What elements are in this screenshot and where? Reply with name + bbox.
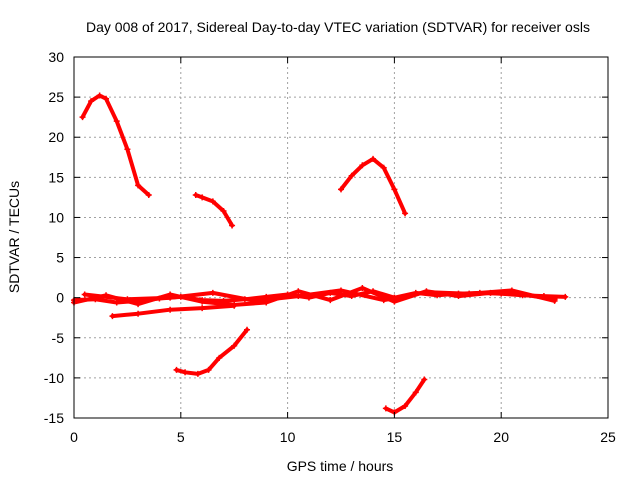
x-tick-label: 0 (70, 429, 78, 445)
data-point (205, 366, 212, 373)
y-tick-label: -5 (52, 330, 65, 346)
x-tick-label: 15 (387, 429, 403, 445)
data-point (231, 342, 238, 349)
x-tick-label: 10 (280, 429, 296, 445)
data-point (244, 326, 251, 333)
y-tick-label: 15 (48, 169, 64, 185)
data-point (135, 182, 142, 189)
y-tick-label: 10 (48, 209, 64, 225)
data-point (199, 298, 206, 305)
data-point (135, 301, 142, 308)
data-point (359, 162, 366, 169)
x-axis-label: GPS time / hours (287, 458, 394, 474)
data-point (194, 370, 201, 377)
data-point (338, 186, 344, 193)
y-tick-label: 25 (48, 89, 64, 105)
data-point (562, 293, 569, 300)
data-point (182, 369, 189, 376)
data-point (96, 92, 103, 99)
series-arc-3 (338, 155, 409, 217)
data-point (109, 313, 116, 320)
data-point (338, 287, 344, 294)
series-arc-4 (173, 326, 251, 377)
plot-frame (73, 56, 609, 419)
series-arc-2 (192, 191, 236, 229)
y-tick-label: -15 (44, 410, 64, 426)
y-tick-label: -10 (44, 370, 64, 386)
data-point (209, 198, 216, 205)
data-point (327, 297, 334, 304)
y-tick-label: 20 (48, 129, 64, 145)
axis-ticks: 0 5 10 15 20 25 -15 -10 -5 0 5 10 15 20 25 30 (44, 49, 616, 445)
data-series (71, 92, 569, 416)
data-point (103, 95, 110, 102)
data-point (295, 293, 302, 300)
data-point (81, 291, 88, 298)
data-point (382, 405, 389, 412)
data-point (370, 155, 377, 162)
series-arc-1 (79, 92, 152, 198)
data-point (252, 297, 259, 304)
data-point (402, 210, 409, 217)
data-point (402, 402, 409, 409)
x-tick-label: 5 (177, 429, 185, 445)
x-tick-label: 25 (600, 429, 616, 445)
data-point (380, 164, 387, 171)
data-point (113, 118, 120, 125)
y-tick-label: 5 (56, 250, 64, 266)
y-tick-label: 0 (56, 290, 64, 306)
data-point (216, 354, 223, 361)
chart-title: Day 008 of 2017, Sidereal Day-to-day VTE… (86, 19, 590, 35)
data-point (380, 297, 387, 304)
data-point (124, 146, 131, 153)
data-point (423, 289, 430, 296)
data-point (421, 376, 428, 383)
data-point (209, 289, 216, 296)
data-point (508, 287, 515, 294)
series-band-c (81, 287, 558, 304)
series-arc-5 (382, 376, 428, 416)
data-point (220, 208, 227, 215)
data-point (199, 305, 206, 312)
data-point (167, 306, 174, 313)
data-point (145, 191, 152, 198)
data-point (231, 301, 238, 308)
data-point (359, 285, 366, 292)
data-point (173, 366, 180, 373)
data-point (113, 299, 120, 306)
data-point (192, 191, 199, 198)
data-point (135, 310, 142, 317)
data-point (199, 194, 206, 201)
data-point (412, 389, 419, 396)
data-point (79, 114, 86, 121)
data-point (229, 222, 236, 229)
data-point (167, 294, 174, 301)
data-point (391, 186, 398, 193)
x-tick-label: 20 (493, 429, 509, 445)
data-point (348, 172, 355, 179)
data-point (88, 98, 95, 105)
y-tick-label: 30 (48, 49, 64, 65)
data-point (551, 297, 558, 304)
data-point (124, 296, 131, 303)
series-line (80, 93, 151, 197)
y-axis-label: SDTVAR / TECUs (6, 181, 22, 293)
series-line (82, 288, 557, 303)
data-point (466, 290, 473, 297)
